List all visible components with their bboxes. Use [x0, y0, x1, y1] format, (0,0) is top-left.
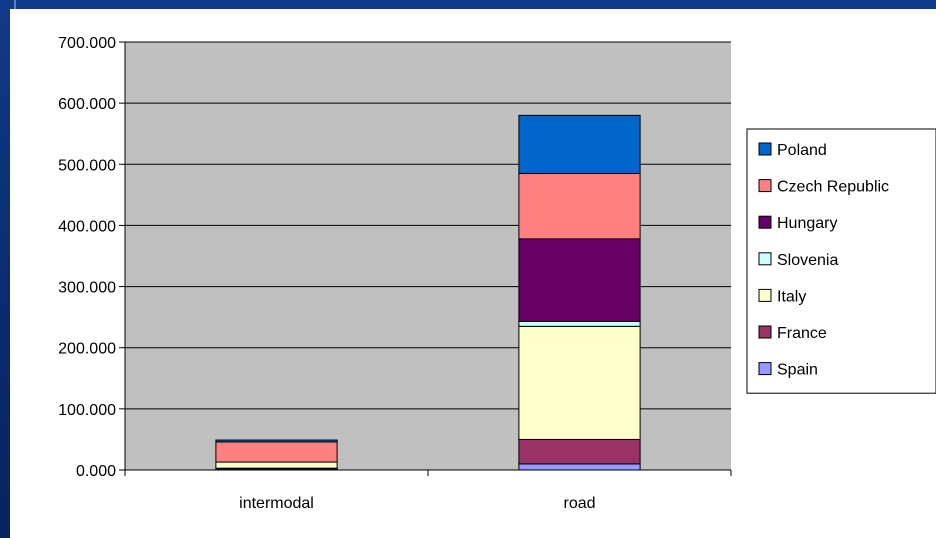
y-tick-label: 200.000 — [58, 341, 116, 358]
y-tick-label: 500.000 — [58, 157, 116, 174]
legend-swatch — [758, 252, 772, 266]
x-category-label: intermodal — [239, 495, 314, 512]
legend-swatch — [758, 288, 772, 302]
chart-area: 0.000 100.000 200.000 300.000 400.000 500.000… — [10, 9, 936, 538]
legend-label: Czech Republic — [777, 179, 889, 196]
legend: Poland Czech Republic Hungary Slovenia Italy… — [746, 128, 936, 394]
legend-swatch — [758, 325, 772, 339]
legend-label: Poland — [777, 142, 827, 159]
legend-label: Spain — [777, 362, 818, 379]
bars — [215, 114, 641, 471]
bar-segment-czech-republic — [215, 441, 338, 463]
legend-label: Hungary — [777, 215, 837, 232]
legend-label: Slovenia — [777, 252, 838, 269]
y-tick-label: 0.000 — [76, 463, 116, 480]
bar-segment-spain — [518, 463, 641, 471]
axes: 0.000 100.000 200.000 300.000 400.000 500.000… — [58, 35, 732, 512]
bar-segment-poland — [518, 114, 641, 174]
stacked-bar-chart: 0.000 100.000 200.000 300.000 400.000 500.000… — [58, 35, 936, 512]
y-tick-label: 600.000 — [58, 96, 116, 113]
legend-swatch — [758, 142, 772, 156]
bar-segment-france — [518, 438, 641, 465]
bar-segment-czech-republic — [518, 172, 641, 240]
y-tick-label: 400.000 — [58, 218, 116, 235]
legend-box — [746, 128, 936, 394]
x-category-label: road — [563, 495, 595, 512]
legend-label: Italy — [777, 288, 806, 305]
bar-segment-poland — [215, 439, 338, 443]
y-tick-label: 300.000 — [58, 280, 116, 297]
legend-label: France — [777, 325, 827, 342]
legend-swatch — [758, 215, 772, 229]
bar-segment-hungary — [518, 238, 641, 322]
y-tick-label: 700.000 — [58, 35, 116, 52]
slide-accent-line — [14, 0, 16, 10]
bar-segment-slovenia — [518, 320, 641, 327]
bar-segment-italy — [215, 461, 338, 469]
y-tick-label: 100.000 — [58, 402, 116, 419]
bar-segment-italy — [518, 325, 641, 440]
legend-swatch — [758, 179, 772, 193]
legend-swatch — [758, 362, 772, 376]
